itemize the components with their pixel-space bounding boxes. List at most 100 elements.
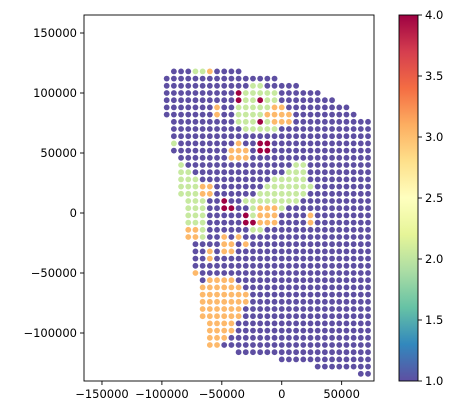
scatter-point bbox=[314, 190, 321, 197]
scatter-point bbox=[286, 183, 292, 190]
scatter-point bbox=[336, 334, 343, 341]
scatter-point bbox=[336, 277, 343, 284]
scatter-point bbox=[365, 234, 371, 240]
scatter-point bbox=[235, 169, 242, 176]
scatter-point bbox=[307, 298, 314, 305]
scatter-point bbox=[329, 241, 335, 248]
scatter-point bbox=[300, 255, 307, 262]
scatter-point bbox=[321, 97, 328, 104]
scatter-point bbox=[264, 198, 271, 204]
scatter-point bbox=[307, 334, 314, 341]
scatter-point bbox=[293, 306, 300, 312]
scatter-point bbox=[286, 298, 292, 305]
scatter-point bbox=[365, 313, 371, 320]
scatter-point bbox=[221, 140, 228, 147]
scatter-point bbox=[314, 342, 321, 348]
scatter-point bbox=[300, 270, 307, 276]
scatter-point bbox=[199, 270, 206, 276]
scatter-point bbox=[286, 334, 292, 341]
y-tick-label: 150000 bbox=[33, 26, 77, 40]
scatter-point bbox=[228, 75, 235, 82]
scatter-point bbox=[286, 356, 292, 363]
scatter-point bbox=[321, 241, 328, 248]
scatter-point bbox=[307, 133, 314, 140]
scatter-point bbox=[214, 270, 220, 276]
scatter-point bbox=[300, 241, 307, 248]
scatter-point bbox=[242, 183, 249, 190]
scatter-point bbox=[192, 190, 199, 197]
scatter-point bbox=[343, 190, 350, 197]
scatter-point bbox=[206, 205, 213, 212]
scatter-point bbox=[307, 262, 314, 269]
scatter-point bbox=[286, 270, 292, 276]
scatter-point bbox=[199, 198, 206, 204]
scatter-point bbox=[365, 205, 371, 212]
scatter-point bbox=[242, 284, 249, 291]
scatter-point bbox=[357, 262, 364, 269]
scatter-point bbox=[314, 241, 321, 248]
scatter-point bbox=[336, 241, 343, 248]
scatter-point bbox=[264, 118, 271, 125]
scatter-point bbox=[321, 291, 328, 298]
scatter-point bbox=[271, 97, 278, 104]
scatter-point bbox=[278, 190, 285, 197]
scatter-point bbox=[321, 154, 328, 161]
scatter-point bbox=[257, 277, 264, 284]
scatter-point bbox=[300, 248, 307, 255]
scatter-point bbox=[250, 104, 256, 111]
scatter-point bbox=[185, 140, 192, 147]
scatter-point bbox=[235, 306, 242, 312]
scatter-point bbox=[242, 342, 249, 348]
scatter-point bbox=[350, 176, 357, 183]
scatter-point bbox=[221, 126, 228, 132]
scatter-point bbox=[206, 277, 213, 284]
scatter-point bbox=[365, 255, 371, 262]
scatter-point bbox=[343, 262, 350, 269]
scatter-point bbox=[321, 363, 328, 370]
scatter-point bbox=[293, 118, 300, 125]
scatter-point bbox=[350, 313, 357, 320]
scatter-point bbox=[286, 176, 292, 183]
scatter-point bbox=[264, 342, 271, 348]
scatter-point bbox=[300, 97, 307, 104]
scatter-point bbox=[242, 262, 249, 269]
scatter-point bbox=[286, 118, 292, 125]
scatter-point bbox=[221, 176, 228, 183]
scatter-point bbox=[343, 356, 350, 363]
scatter-point bbox=[257, 342, 264, 348]
scatter-point bbox=[264, 169, 271, 176]
scatter-point bbox=[170, 111, 177, 118]
scatter-point bbox=[357, 291, 364, 298]
scatter-point bbox=[264, 111, 271, 118]
scatter-point bbox=[192, 198, 199, 204]
scatter-point bbox=[329, 183, 335, 190]
scatter-point bbox=[307, 306, 314, 312]
scatter-point bbox=[214, 241, 220, 248]
scatter-point bbox=[250, 248, 256, 255]
scatter-point bbox=[321, 198, 328, 204]
scatter-point bbox=[278, 97, 285, 104]
scatter-point bbox=[271, 104, 278, 111]
scatter-point bbox=[242, 212, 249, 219]
scatter-point bbox=[336, 118, 343, 125]
scatter-point bbox=[307, 126, 314, 132]
scatter-point bbox=[357, 176, 364, 183]
scatter-point bbox=[250, 313, 256, 320]
scatter-point bbox=[257, 306, 264, 312]
scatter-point bbox=[336, 154, 343, 161]
scatter-point bbox=[293, 162, 300, 168]
scatter-point bbox=[185, 133, 192, 140]
scatter-point bbox=[343, 241, 350, 248]
scatter-point bbox=[199, 133, 206, 140]
scatter-point bbox=[365, 183, 371, 190]
scatter-point bbox=[293, 133, 300, 140]
scatter-point bbox=[250, 219, 256, 226]
scatter-point bbox=[329, 198, 335, 204]
scatter-point bbox=[206, 133, 213, 140]
scatter-point bbox=[214, 140, 220, 147]
scatter-point bbox=[286, 262, 292, 269]
scatter-point bbox=[271, 154, 278, 161]
scatter-point bbox=[228, 320, 235, 327]
scatter-point bbox=[343, 118, 350, 125]
scatter-point bbox=[307, 140, 314, 147]
